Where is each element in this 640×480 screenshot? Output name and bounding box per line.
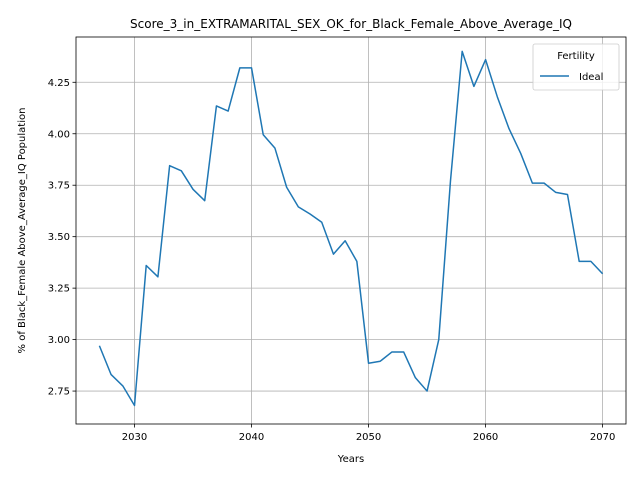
- legend-title: Fertility: [557, 51, 595, 62]
- x-tick-label: 2040: [239, 432, 264, 443]
- x-tick-label: 2030: [122, 432, 147, 443]
- y-tick-label: 4.25: [48, 78, 70, 89]
- legend-box: [532, 43, 620, 91]
- legend: Fertility Ideal: [532, 43, 620, 91]
- series-line-ideal: [98, 50, 604, 407]
- y-axis-label: % of Black_Female Above_Average_IQ Popul…: [17, 108, 28, 354]
- x-tick-label: 2070: [590, 432, 615, 443]
- y-axis-ticks: 2.75 3.00 3.25 3.50 3.75 4.00 4.25: [48, 78, 76, 398]
- gridlines: [76, 37, 626, 424]
- x-tick-label: 2060: [473, 432, 498, 443]
- x-tick-label: 2050: [356, 432, 381, 443]
- y-tick-label: 3.75: [48, 181, 70, 192]
- y-tick-label: 2.75: [48, 387, 70, 398]
- y-tick-label: 3.50: [48, 232, 70, 243]
- legend-label-ideal: Ideal: [579, 72, 603, 83]
- x-axis-label: Years: [337, 454, 364, 465]
- y-tick-label: 4.00: [48, 129, 70, 140]
- plot-frame: [75, 36, 627, 425]
- y-tick-label: 3.25: [48, 284, 70, 295]
- chart-title: Score_3_in_EXTRAMARITAL_SEX_OK_for_Black…: [130, 17, 572, 31]
- series-layer: [98, 50, 604, 407]
- y-tick-label: 3.00: [48, 335, 70, 346]
- x-axis-ticks: 2030 2040 2050 2060 2070: [122, 424, 615, 443]
